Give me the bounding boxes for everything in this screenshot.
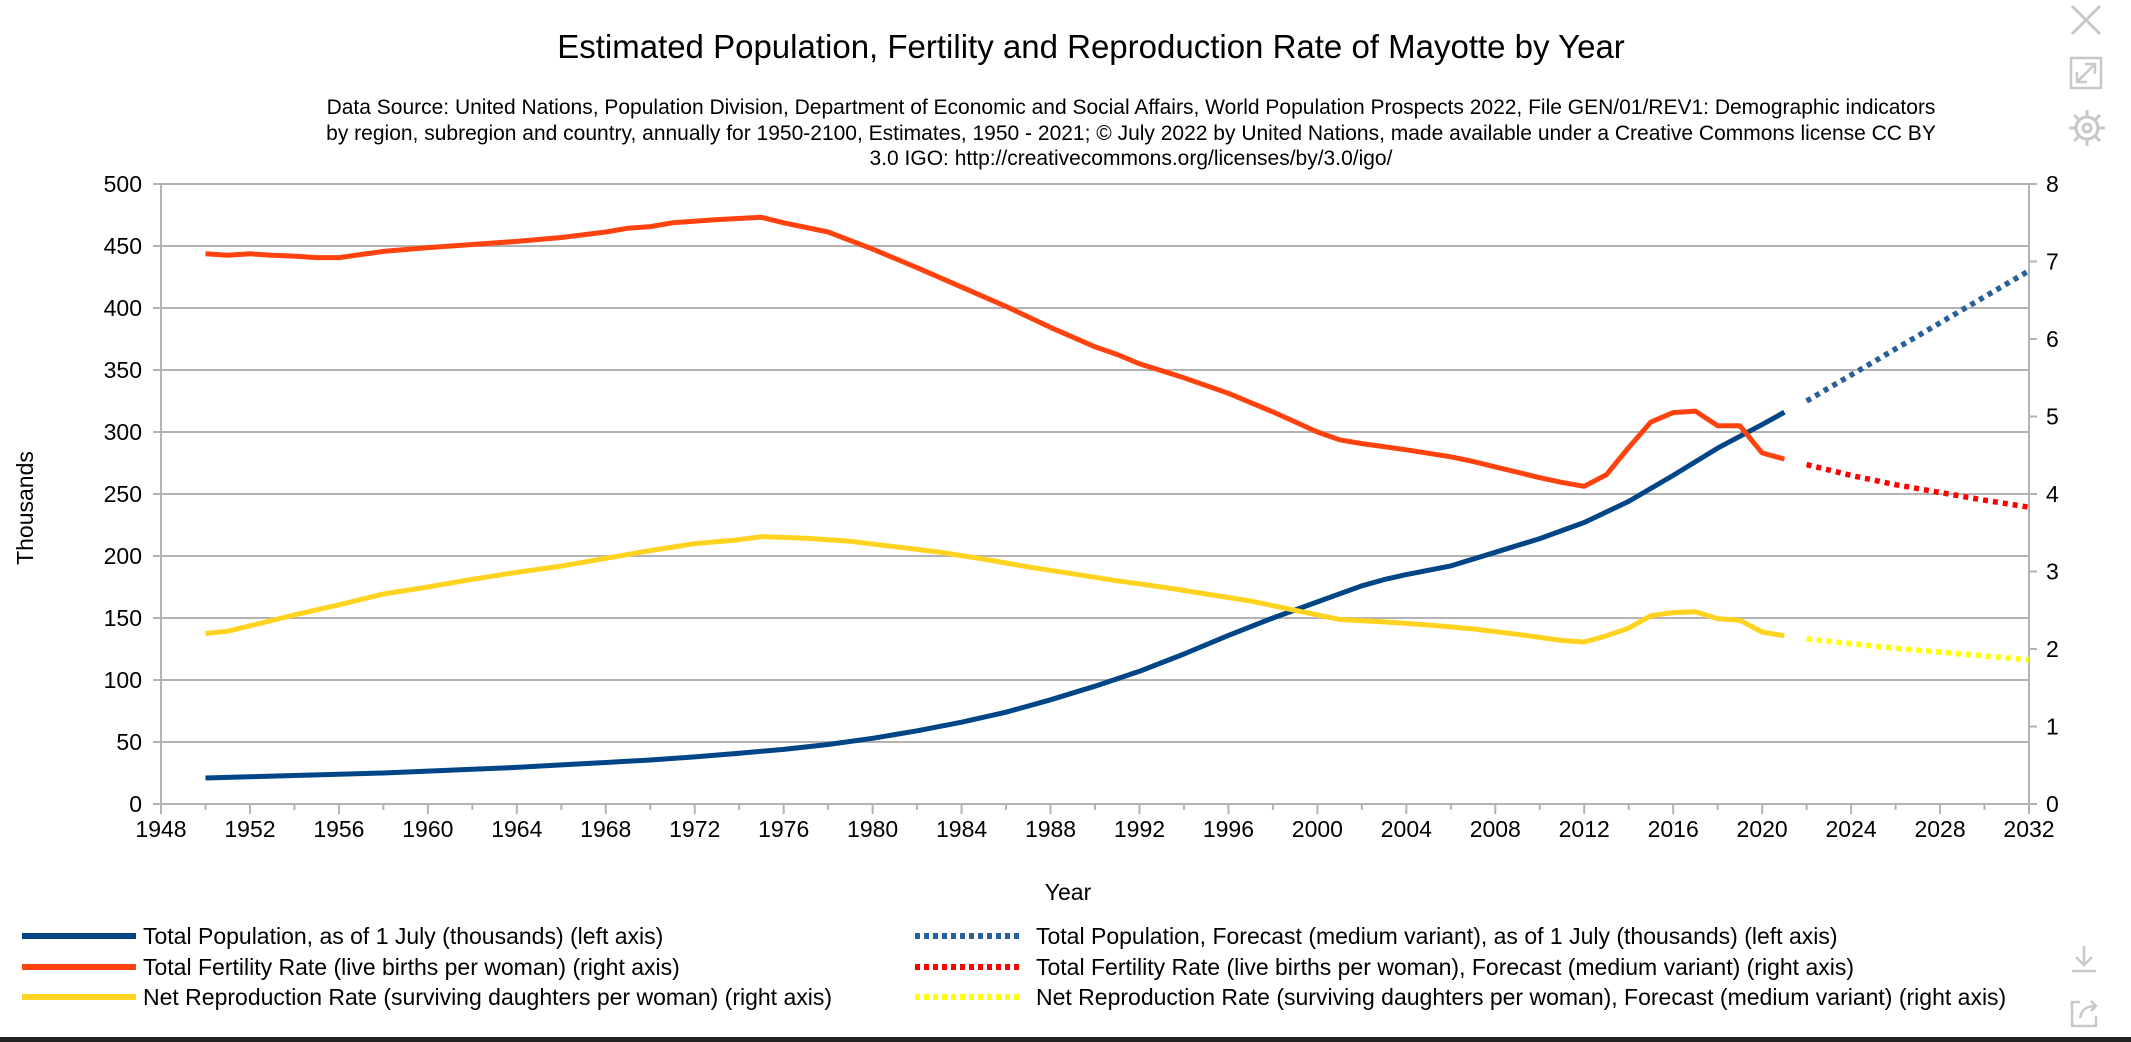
fertility-forecast-line [1805, 461, 2030, 510]
legend-population-forecast-label: Total Population, Forecast (medium varia… [1036, 923, 1838, 949]
right-tick-label: 7 [2046, 249, 2059, 275]
x-axis-label: Year [1045, 879, 1092, 905]
x-tick-label: 1948 [135, 816, 186, 842]
x-tick-label: 1972 [669, 816, 720, 842]
legend-fertility-forecast[interactable]: Total Fertility Rate (live births per wo… [915, 954, 1854, 980]
right-tick-label: 0 [2046, 791, 2059, 817]
x-tick-label: 2020 [1737, 816, 1788, 842]
x-tick-label: 1960 [402, 816, 453, 842]
x-tick-label: 1976 [758, 816, 809, 842]
x-tick-label: 1956 [313, 816, 364, 842]
x-tick-label: 1984 [936, 816, 987, 842]
series-lines [205, 214, 2031, 781]
right-tick-label: 5 [2046, 404, 2059, 430]
left-tick-label: 500 [104, 171, 142, 197]
legend-population-forecast[interactable]: Total Population, Forecast (medium varia… [915, 923, 1838, 949]
gear-icon[interactable] [2069, 110, 2105, 146]
bottom-border [0, 1037, 2131, 1042]
left-tick-label: 400 [104, 295, 142, 321]
x-tick-label: 2004 [1381, 816, 1432, 842]
left-tick-label: 0 [129, 791, 142, 817]
chart-subtitle-line-2: by region, subregion and country, annual… [326, 122, 1936, 145]
x-tick-label: 2016 [1648, 816, 1699, 842]
x-tick-label: 2012 [1559, 816, 1610, 842]
legend-nrr-forecast-label: Net Reproduction Rate (surviving daughte… [1036, 984, 2006, 1010]
x-tick-label: 2028 [1914, 816, 1965, 842]
close-icon[interactable] [2070, 4, 2102, 36]
right-tick-label: 4 [2046, 481, 2059, 507]
left-tick-label: 300 [104, 419, 142, 445]
legend-nrr[interactable]: Net Reproduction Rate (surviving daughte… [22, 984, 832, 1010]
left-tick-label: 150 [104, 605, 142, 631]
chart-subtitle-line-1: Data Source: United Nations, Population … [327, 96, 1936, 119]
population-line [205, 410, 1786, 781]
x-axis-ticks: 1948 1952 1956 1960 1964 1968 1972 1976 1980 1984… [135, 804, 2055, 842]
left-tick-label: 50 [116, 729, 142, 755]
left-axis-label: Thousands [12, 451, 38, 565]
x-tick-label: 1964 [491, 816, 542, 842]
x-tick-label: 2000 [1292, 816, 1343, 842]
x-tick-label: 2008 [1470, 816, 1521, 842]
right-axis-ticks: 0 1 2 3 4 5 6 7 8 [2029, 171, 2059, 817]
chart-subtitle-line-3: 3.0 IGO: http://creativecommons.org/lice… [870, 147, 1393, 170]
right-tick-label: 3 [2046, 559, 2059, 585]
x-tick-label: 1992 [1114, 816, 1165, 842]
x-tick-label: 1980 [847, 816, 898, 842]
chart-title: Estimated Population, Fertility and Repr… [557, 28, 1625, 65]
x-tick-label: 1952 [224, 816, 275, 842]
population-forecast-line [1805, 268, 2031, 404]
right-tick-label: 2 [2046, 636, 2059, 662]
fertility-line [205, 214, 1786, 489]
nrr-line [205, 534, 1785, 645]
legend-fertility[interactable]: Total Fertility Rate (live births per wo… [22, 954, 680, 980]
right-tick-label: 8 [2046, 171, 2059, 197]
left-tick-label: 450 [104, 233, 142, 259]
left-tick-label: 200 [104, 543, 142, 569]
download-icon[interactable] [2072, 946, 2096, 973]
legend-population[interactable]: Total Population, as of 1 July (thousand… [22, 923, 663, 949]
legend-nrr-label: Net Reproduction Rate (surviving daughte… [143, 984, 832, 1010]
x-tick-label: 1996 [1203, 816, 1254, 842]
x-tick-label: 2032 [2003, 816, 2054, 842]
left-tick-label: 350 [104, 357, 142, 383]
legend-fertility-forecast-label: Total Fertility Rate (live births per wo… [1036, 954, 1854, 980]
share-icon[interactable] [2070, 1000, 2098, 1028]
expand-icon[interactable] [2069, 56, 2103, 90]
x-tick-label: 1968 [580, 816, 631, 842]
left-tick-label: 100 [104, 667, 142, 693]
grid-lines [161, 183, 2029, 805]
right-tick-label: 6 [2046, 326, 2059, 352]
legend-population-label: Total Population, as of 1 July (thousand… [143, 923, 663, 949]
right-tick-label: 1 [2046, 714, 2059, 740]
nrr-forecast-line [1806, 636, 2030, 663]
x-tick-label: 2024 [1826, 816, 1877, 842]
legend-fertility-label: Total Fertility Rate (live births per wo… [143, 954, 680, 980]
x-tick-label: 1988 [1025, 816, 1076, 842]
legend-nrr-forecast[interactable]: Net Reproduction Rate (surviving daughte… [915, 984, 2006, 1010]
left-tick-label: 250 [104, 481, 142, 507]
left-axis-ticks: 0 50 100 150 200 250 300 350 400 450 500 [104, 171, 161, 817]
legend: Total Population, as of 1 July (thousand… [22, 923, 2006, 1010]
